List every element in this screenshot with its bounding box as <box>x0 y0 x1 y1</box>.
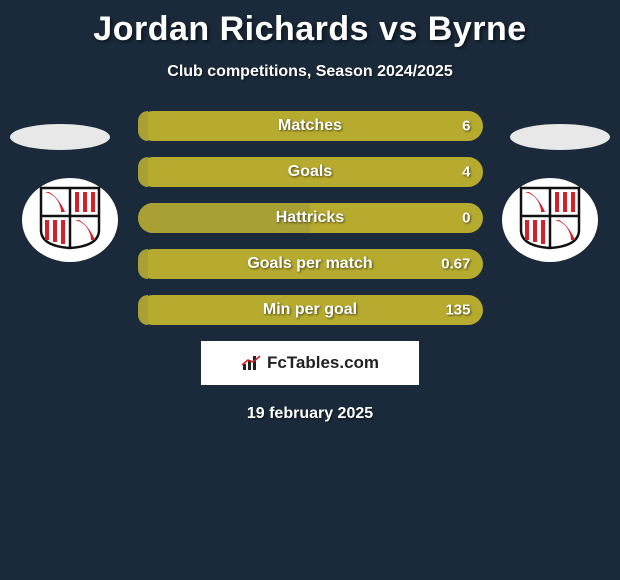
stat-bar-label: Goals <box>138 163 483 181</box>
club-crest-right <box>502 178 598 262</box>
stat-bar-value-right: 4 <box>462 164 470 181</box>
page-subtitle: Club competitions, Season 2024/2025 <box>0 63 620 81</box>
stat-bar: Goals per match0.67 <box>138 249 483 279</box>
page-title: Jordan Richards vs Byrne <box>0 0 620 49</box>
stat-bar-label: Hattricks <box>138 209 483 227</box>
source-logo: FcTables.com <box>201 341 419 385</box>
stat-bar-value-right: 6 <box>462 118 470 135</box>
player-photo-placeholder-right <box>510 124 610 150</box>
date-label: 19 february 2025 <box>0 405 620 423</box>
stat-bar: Hattricks0 <box>138 203 483 233</box>
stat-bar: Goals4 <box>138 157 483 187</box>
shield-icon <box>39 186 101 250</box>
stat-bar: Min per goal135 <box>138 295 483 325</box>
stat-bar-value-right: 135 <box>445 302 470 319</box>
stat-bars: Matches6Goals4Hattricks0Goals per match0… <box>138 111 483 325</box>
shield-icon <box>519 186 581 250</box>
stat-bar-value-right: 0.67 <box>441 256 470 273</box>
stat-bar-label: Goals per match <box>138 255 483 273</box>
club-crest-left <box>22 178 118 262</box>
stat-bar-label: Matches <box>138 117 483 135</box>
stat-bar: Matches6 <box>138 111 483 141</box>
stat-bar-label: Min per goal <box>138 301 483 319</box>
player-photo-placeholder-left <box>10 124 110 150</box>
chart-icon <box>241 354 263 372</box>
stat-bar-value-right: 0 <box>462 210 470 227</box>
source-logo-text: FcTables.com <box>267 353 379 373</box>
